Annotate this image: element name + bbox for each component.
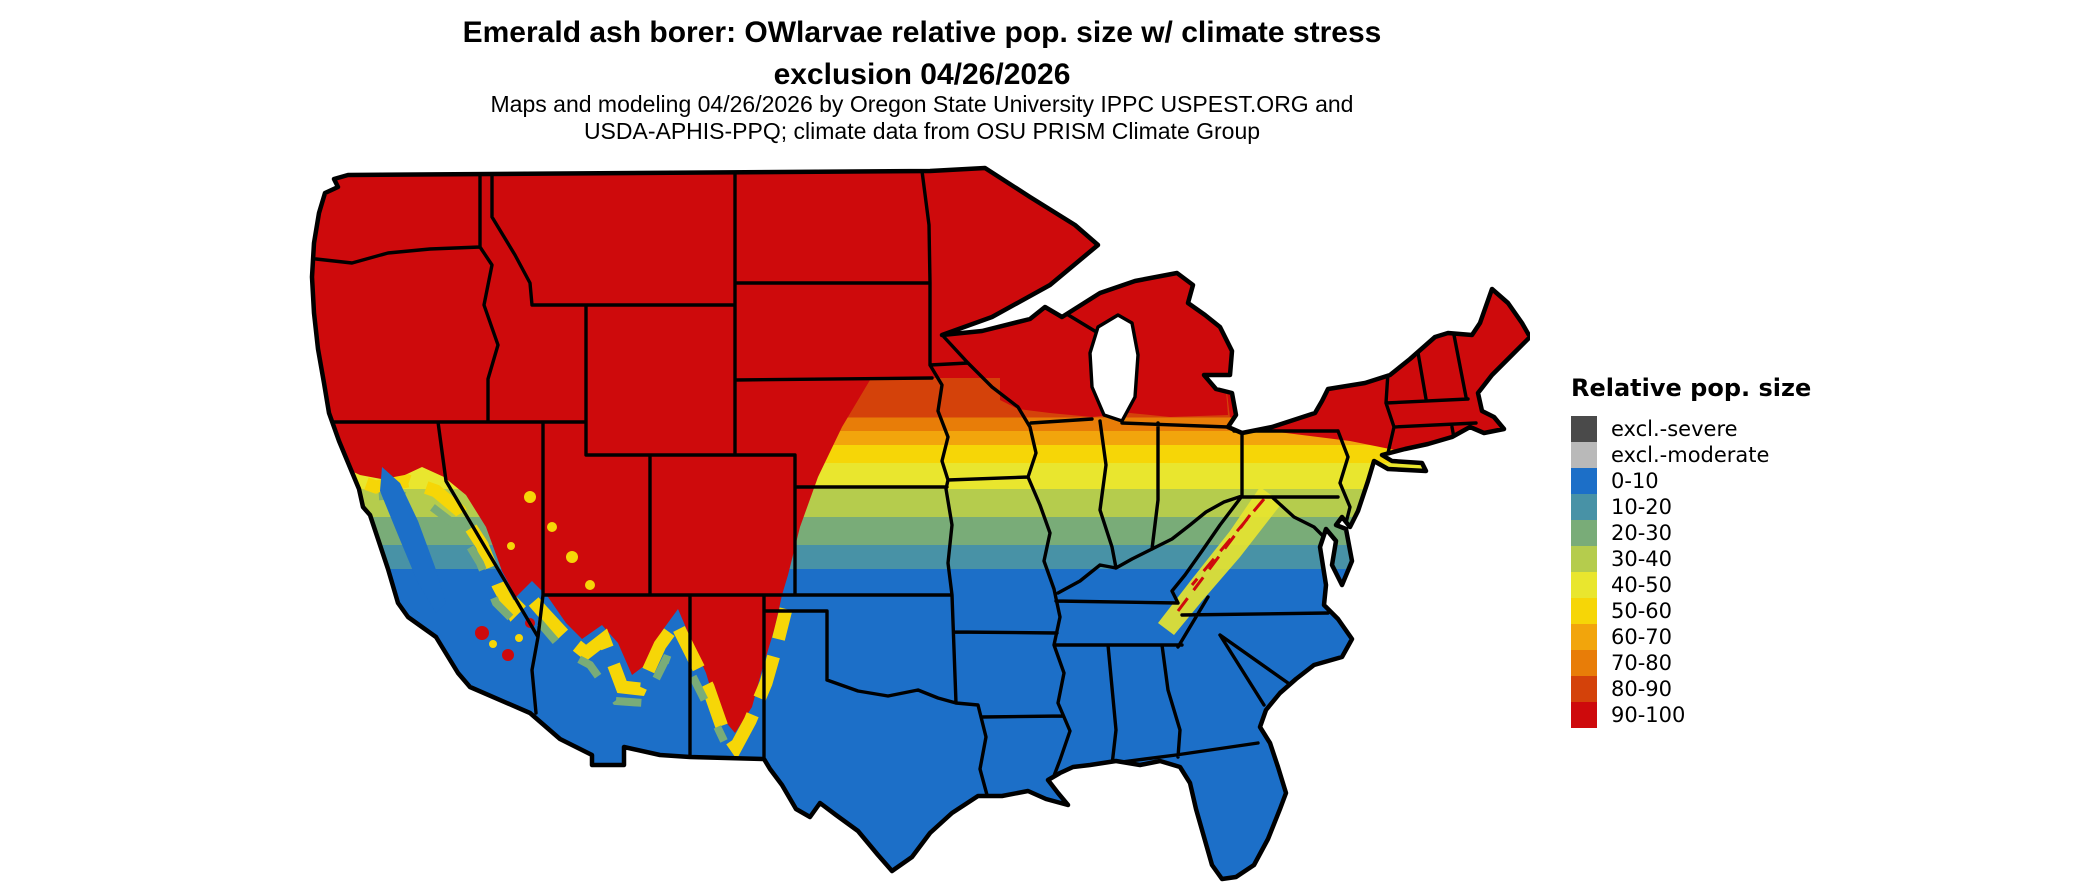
legend-label: 70-80 [1611, 651, 1673, 675]
legend-label: 40-50 [1611, 573, 1673, 597]
legend-swatch-40-50 [1571, 572, 1597, 598]
legend-rows: excl.-severe excl.-moderate 0-10 10-20 2… [1571, 416, 1811, 728]
legend-swatch-60-70 [1571, 624, 1597, 650]
legend-swatch-50-60 [1571, 598, 1597, 624]
legend-label: excl.-severe [1611, 417, 1738, 441]
map-subtitle-line1: Maps and modeling 04/26/2026 by Oregon S… [490, 91, 1354, 117]
map-subtitle-line2: USDA-APHIS-PPQ; climate data from OSU PR… [583, 118, 1261, 144]
legend-swatch-30-40 [1571, 546, 1597, 572]
lake-michigan [1088, 313, 1140, 423]
legend: Relative pop. size excl.-severe excl.-mo… [1571, 374, 1811, 728]
legend-label: 60-70 [1611, 625, 1673, 649]
appalachian-red-streaks [1176, 498, 1266, 612]
legend-label: excl.-moderate [1611, 443, 1770, 467]
legend-row: 20-30 [1571, 520, 1811, 546]
legend-label: 80-90 [1611, 677, 1673, 701]
legend-label: 90-100 [1611, 703, 1686, 727]
state-borders [312, 169, 1478, 797]
western-yellow-fringe [312, 456, 793, 760]
map-title: Emerald ash borer: OWlarvae relative pop… [172, 12, 1672, 96]
legend-row: 10-20 [1571, 494, 1811, 520]
legend-title: Relative pop. size [1571, 374, 1812, 402]
legend-swatch-excl-severe [1571, 416, 1597, 442]
legend-row: excl.-moderate [1571, 442, 1811, 468]
legend-swatch-10-20 [1571, 494, 1597, 520]
legend-row: excl.-severe [1571, 416, 1811, 442]
legend-row: 80-90 [1571, 676, 1811, 702]
usa-map [230, 165, 1530, 892]
legend-label: 10-20 [1611, 495, 1673, 519]
central-valley-blue [380, 467, 446, 613]
legend-row: 30-40 [1571, 546, 1811, 572]
appalachian-streak [1158, 487, 1282, 635]
legend-row: 70-80 [1571, 650, 1811, 676]
legend-label: 0-10 [1611, 469, 1659, 493]
legend-swatch-20-30 [1571, 520, 1597, 546]
legend-label: 50-60 [1611, 599, 1673, 623]
legend-swatch-90-100 [1571, 702, 1597, 728]
conus-outline [309, 165, 1530, 882]
legend-swatch-80-90 [1571, 676, 1597, 702]
legend-row: 90-100 [1571, 702, 1811, 728]
usa-map-svg [309, 165, 1530, 882]
map-title-line2: exclusion 04/26/2026 [773, 58, 1071, 91]
legend-label: 30-40 [1611, 547, 1673, 571]
raster-layers [312, 168, 1530, 879]
legend-swatch-excl-moderate [1571, 442, 1597, 468]
legend-row: 50-60 [1571, 598, 1811, 624]
nevada-yellow-specks [507, 491, 595, 590]
map-title-line1: Emerald ash borer: OWlarvae relative pop… [462, 16, 1382, 49]
legend-swatch-70-80 [1571, 650, 1597, 676]
map-subtitle: Maps and modeling 04/26/2026 by Oregon S… [172, 91, 1672, 145]
legend-row: 60-70 [1571, 624, 1811, 650]
legend-row: 40-50 [1571, 572, 1811, 598]
legend-row: 0-10 [1571, 468, 1811, 494]
legend-swatch-0-10 [1571, 468, 1597, 494]
legend-label: 20-30 [1611, 521, 1673, 545]
